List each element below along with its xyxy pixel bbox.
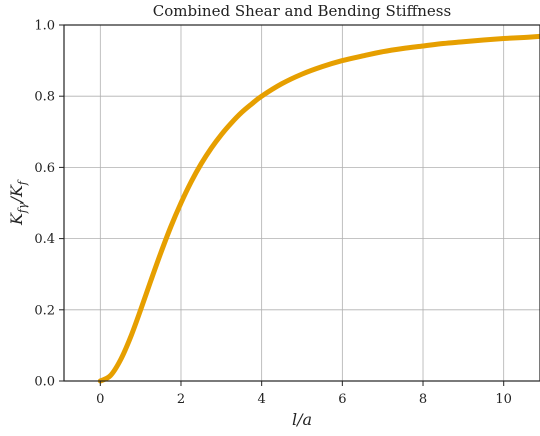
- x-axis-label: l/a: [292, 410, 312, 429]
- series-line: [97, 33, 540, 384]
- x-tick-label: 2: [177, 392, 185, 407]
- x-tick-label: 0: [96, 392, 104, 407]
- y-tick-label: 0.6: [34, 161, 55, 176]
- chart-title: Combined Shear and Bending Stiffness: [153, 2, 451, 20]
- x-tick-label: 4: [258, 392, 266, 407]
- y-tick-label: 0.8: [34, 90, 55, 105]
- y-tick-label: 1.0: [34, 19, 55, 34]
- ticks-layer: 0 2 4 6 8 10 0.0 0.2 0.4 0.6 0.8 1.0: [34, 19, 512, 408]
- y-tick-label: 0.4: [34, 232, 55, 247]
- x-tick-label: 10: [495, 392, 512, 407]
- x-tick-label: 6: [338, 392, 346, 407]
- plot-frame: [63, 24, 540, 382]
- y-tick-label: 0.2: [34, 303, 55, 318]
- x-tick-label: 8: [419, 392, 427, 407]
- y-axis-label: Kfγ/Kf: [7, 179, 29, 226]
- y-tick-label: 0.0: [34, 375, 55, 390]
- series-layer: [97, 33, 540, 384]
